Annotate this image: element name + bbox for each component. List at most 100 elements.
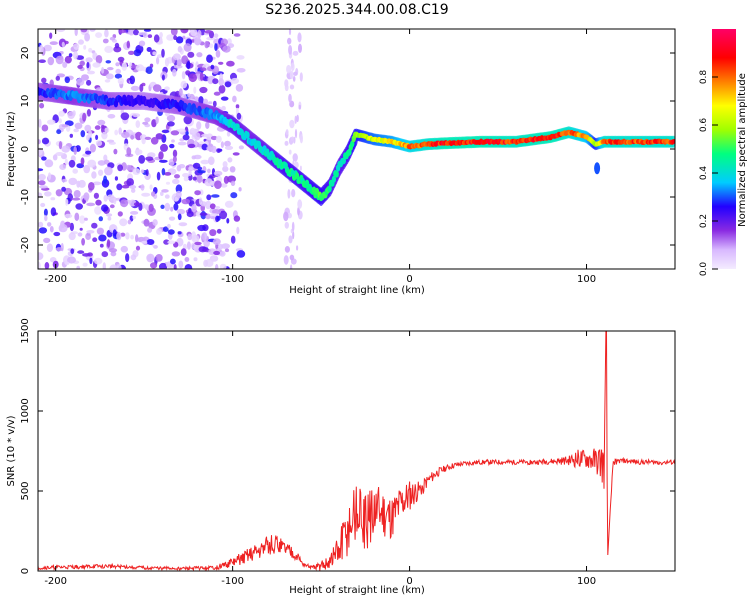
- spectrogram-speckle: [70, 248, 75, 254]
- spectrogram-speckle: [64, 76, 71, 84]
- spectrogram-speckle: [77, 64, 83, 69]
- spectrogram-speckle: [192, 176, 197, 181]
- spectrogram-speckle: [80, 130, 86, 138]
- spectrogram-speckle: [115, 68, 121, 75]
- spectrogram-speckle: [188, 166, 194, 172]
- spectrogram-speckle: [38, 168, 44, 172]
- colorbar-label: Normalized spectral amplitude: [737, 73, 748, 227]
- spectrogram-speckle: [167, 223, 171, 229]
- spectrogram-speckle: [204, 40, 209, 49]
- spectrogram-speckle: [138, 202, 143, 211]
- spectrogram-speckle: [222, 161, 228, 168]
- spectrogram-speckle: [220, 141, 224, 149]
- spectrogram-speckle: [294, 128, 298, 139]
- spectrogram-speckle: [50, 207, 57, 217]
- spectrogram-speckle: [95, 55, 103, 64]
- snr-y-tick-label: 500: [20, 481, 31, 500]
- spectrogram-speckle: [119, 29, 127, 34]
- spectrogram-x-tick-label: 100: [577, 274, 596, 285]
- spectrogram-speckle: [210, 64, 215, 70]
- spectrogram-speckle: [167, 240, 176, 245]
- spectrogram-speckle: [283, 211, 289, 222]
- spectrogram-speckle: [67, 256, 76, 264]
- spectrogram-speckle: [158, 151, 164, 160]
- spectrogram-speckle: [129, 75, 135, 85]
- spectrogram-speckle: [117, 164, 123, 172]
- spectrogram-speckle: [140, 184, 145, 191]
- spectrogram-speckle: [85, 150, 92, 155]
- spectrogram-speckle: [49, 41, 58, 45]
- spectrogram-speckle: [200, 159, 210, 165]
- spectrogram-speckle: [199, 212, 208, 216]
- spectrogram-speckle: [211, 145, 217, 154]
- spectrogram-speckle: [130, 234, 135, 240]
- spectrogram-speckle: [218, 84, 226, 94]
- spectrogram-speckle: [186, 61, 191, 70]
- spectrogram-speckle: [214, 206, 221, 209]
- spectrogram-speckle: [289, 119, 295, 129]
- spectrogram-speckle: [236, 55, 245, 60]
- spectrogram-speckle: [64, 261, 70, 266]
- spectrogram-speckle: [229, 166, 236, 173]
- spectrogram-speckle: [138, 40, 146, 47]
- spectrogram-speckle: [168, 216, 176, 221]
- spectrogram-speckle: [104, 45, 114, 54]
- spectrogram-speckle: [143, 204, 150, 210]
- spectrogram-speckle: [172, 53, 181, 61]
- spectrogram-speckle: [208, 156, 215, 165]
- spectrogram-speckle: [233, 33, 241, 37]
- spectrogram-speckle: [199, 86, 208, 94]
- spectrogram-speckle: [80, 157, 85, 165]
- spectrogram-speckle: [172, 69, 177, 77]
- spectrogram-speckle: [175, 36, 184, 44]
- spectrogram-speckle: [172, 178, 180, 185]
- spectrogram-speckle: [116, 231, 122, 241]
- spectrogram-y-tick-label: -10: [20, 189, 31, 205]
- spectrogram-speckle: [235, 104, 240, 109]
- spectrogram-speckle: [213, 33, 219, 38]
- spectrogram-speckle: [44, 262, 50, 269]
- spectrogram-speckle: [194, 241, 202, 246]
- figure-title: S236.2025.344.00.08.C19: [265, 2, 448, 18]
- spectrogram-speckle: [83, 45, 87, 50]
- spectrogram-speckle: [91, 222, 98, 229]
- spectrogram-speckle: [126, 164, 132, 171]
- spectrogram-speckle: [206, 54, 213, 63]
- spectrogram-speckle: [166, 34, 175, 41]
- spectrogram-speckle: [101, 131, 108, 140]
- spectrogram-speckle: [109, 36, 116, 41]
- spectrogram-speckle: [104, 159, 110, 165]
- spectrogram-speckle: [55, 189, 63, 197]
- spectrogram-speckle: [44, 215, 48, 222]
- spectrogram-speckle: [110, 251, 117, 257]
- spectrogram-speckle: [146, 239, 155, 245]
- spectrogram-speckle: [78, 39, 84, 45]
- spectrogram-speckle: [199, 72, 204, 81]
- spectrogram-speckle: [213, 91, 221, 96]
- spectrogram-speckle: [87, 252, 93, 257]
- spectrogram-speckle: [132, 168, 141, 176]
- spectrogram-speckle: [151, 191, 156, 197]
- spectrogram-speckle: [226, 60, 235, 67]
- spectrogram-speckle: [143, 29, 152, 32]
- spectrogram-speckle: [163, 239, 170, 245]
- spectrogram-speckle: [177, 46, 183, 53]
- spectrogram-speckle: [55, 152, 64, 156]
- spectrogram-speckle: [106, 139, 115, 143]
- spectrogram-speckle: [109, 264, 118, 269]
- spectrogram-speckle: [169, 143, 175, 149]
- spectrogram-speckle: [292, 153, 298, 162]
- spectrogram-speckle: [69, 133, 74, 138]
- spectrogram-speckle: [236, 112, 242, 120]
- spectrogram-speckle: [55, 247, 63, 252]
- spectrogram-speckle: [120, 199, 129, 208]
- spectrogram-speckle: [49, 226, 54, 233]
- spectrogram-speckle: [214, 43, 218, 52]
- snr-background: [38, 331, 675, 571]
- spectrogram-speckle: [166, 114, 176, 122]
- spectrogram-speckle: [176, 58, 182, 67]
- spectrogram-speckle: [91, 171, 97, 179]
- spectrogram-speckle: [146, 253, 155, 263]
- spectrogram-speckle: [180, 248, 187, 256]
